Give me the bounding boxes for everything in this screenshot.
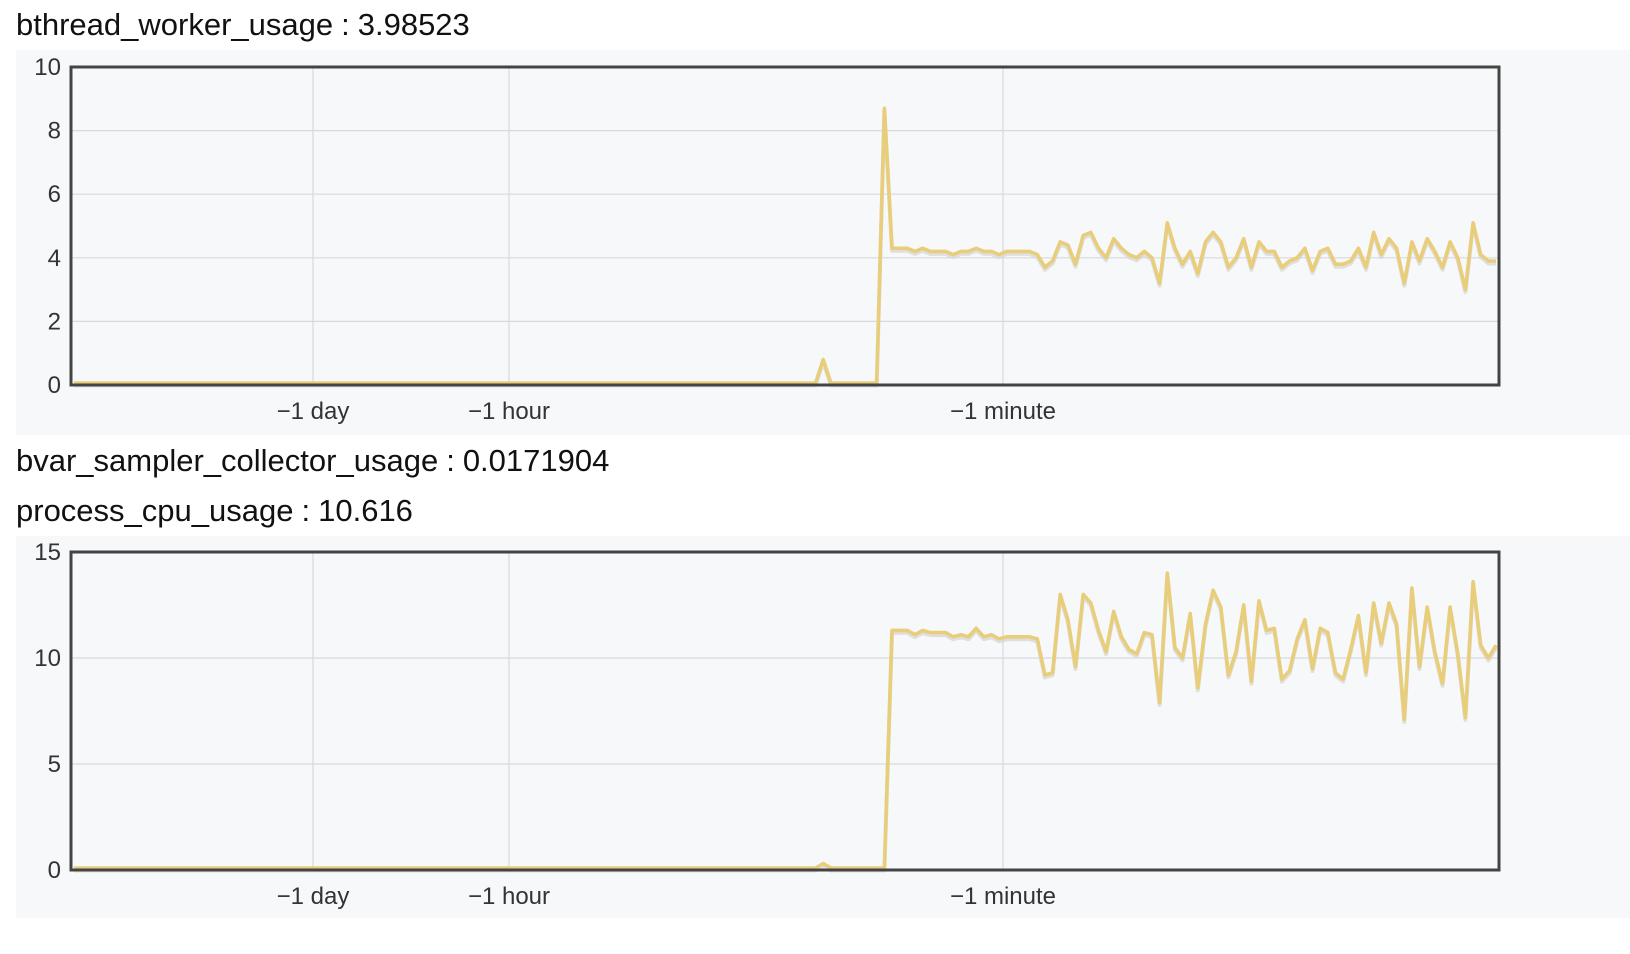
chart-panel-process-cpu-usage: 0 5 10 15 −1 day −1 hour −1 minute [16, 536, 1630, 918]
var-separator: : [301, 493, 311, 528]
plot-frame [69, 550, 1501, 872]
y-tick-label: 8 [48, 118, 61, 145]
y-tick-label: 5 [48, 751, 61, 778]
chart-bthread-worker-usage: 0 2 4 6 8 10 −1 day −1 hour −1 minute [34, 54, 1501, 425]
chart-process-cpu-usage: 0 5 10 15 −1 day −1 hour −1 minute [34, 539, 1501, 910]
x-tick-label: −1 minute [950, 883, 1056, 910]
chart-panel-bthread-worker-usage: 0 2 4 6 8 10 −1 day −1 hour −1 minute [16, 50, 1630, 435]
y-tick-label: 10 [34, 54, 61, 81]
var-name: process_cpu_usage [16, 493, 294, 528]
x-tick-label: −1 hour [468, 398, 550, 425]
var-separator: : [446, 443, 455, 478]
x-tick-label: −1 hour [468, 883, 550, 910]
var-value: 3.98523 [357, 7, 470, 42]
x-tick-label: −1 day [277, 883, 350, 910]
y-tick-label: 2 [48, 308, 61, 335]
y-tick-label: 0 [48, 372, 61, 399]
y-tick-label: 4 [48, 245, 61, 272]
series-line [74, 571, 1498, 870]
plot-frame [69, 65, 1501, 387]
var-name: bvar_sampler_collector_usage [16, 443, 439, 478]
x-tick-label: −1 minute [950, 398, 1056, 425]
y-tick-label: 10 [34, 645, 61, 672]
var-title-bthread-worker-usage: bthread_worker_usage:3.98523 [16, 7, 470, 43]
var-title-bvar-sampler-collector-usage[interactable]: bvar_sampler_collector_usage:0.0171904 [16, 443, 609, 479]
var-name: bthread_worker_usage [16, 7, 334, 42]
plot-area [71, 67, 1499, 385]
y-tick-label: 0 [48, 857, 61, 884]
y-tick-label: 6 [48, 181, 61, 208]
var-title-process-cpu-usage: process_cpu_usage:10.616 [16, 493, 413, 529]
x-tick-label: −1 day [277, 398, 350, 425]
var-value: 10.616 [318, 493, 413, 528]
var-value: 0.0171904 [462, 443, 610, 478]
y-tick-label: 15 [34, 539, 61, 566]
plot-area [71, 552, 1499, 870]
series-line [74, 106, 1496, 385]
var-separator: : [341, 7, 350, 42]
